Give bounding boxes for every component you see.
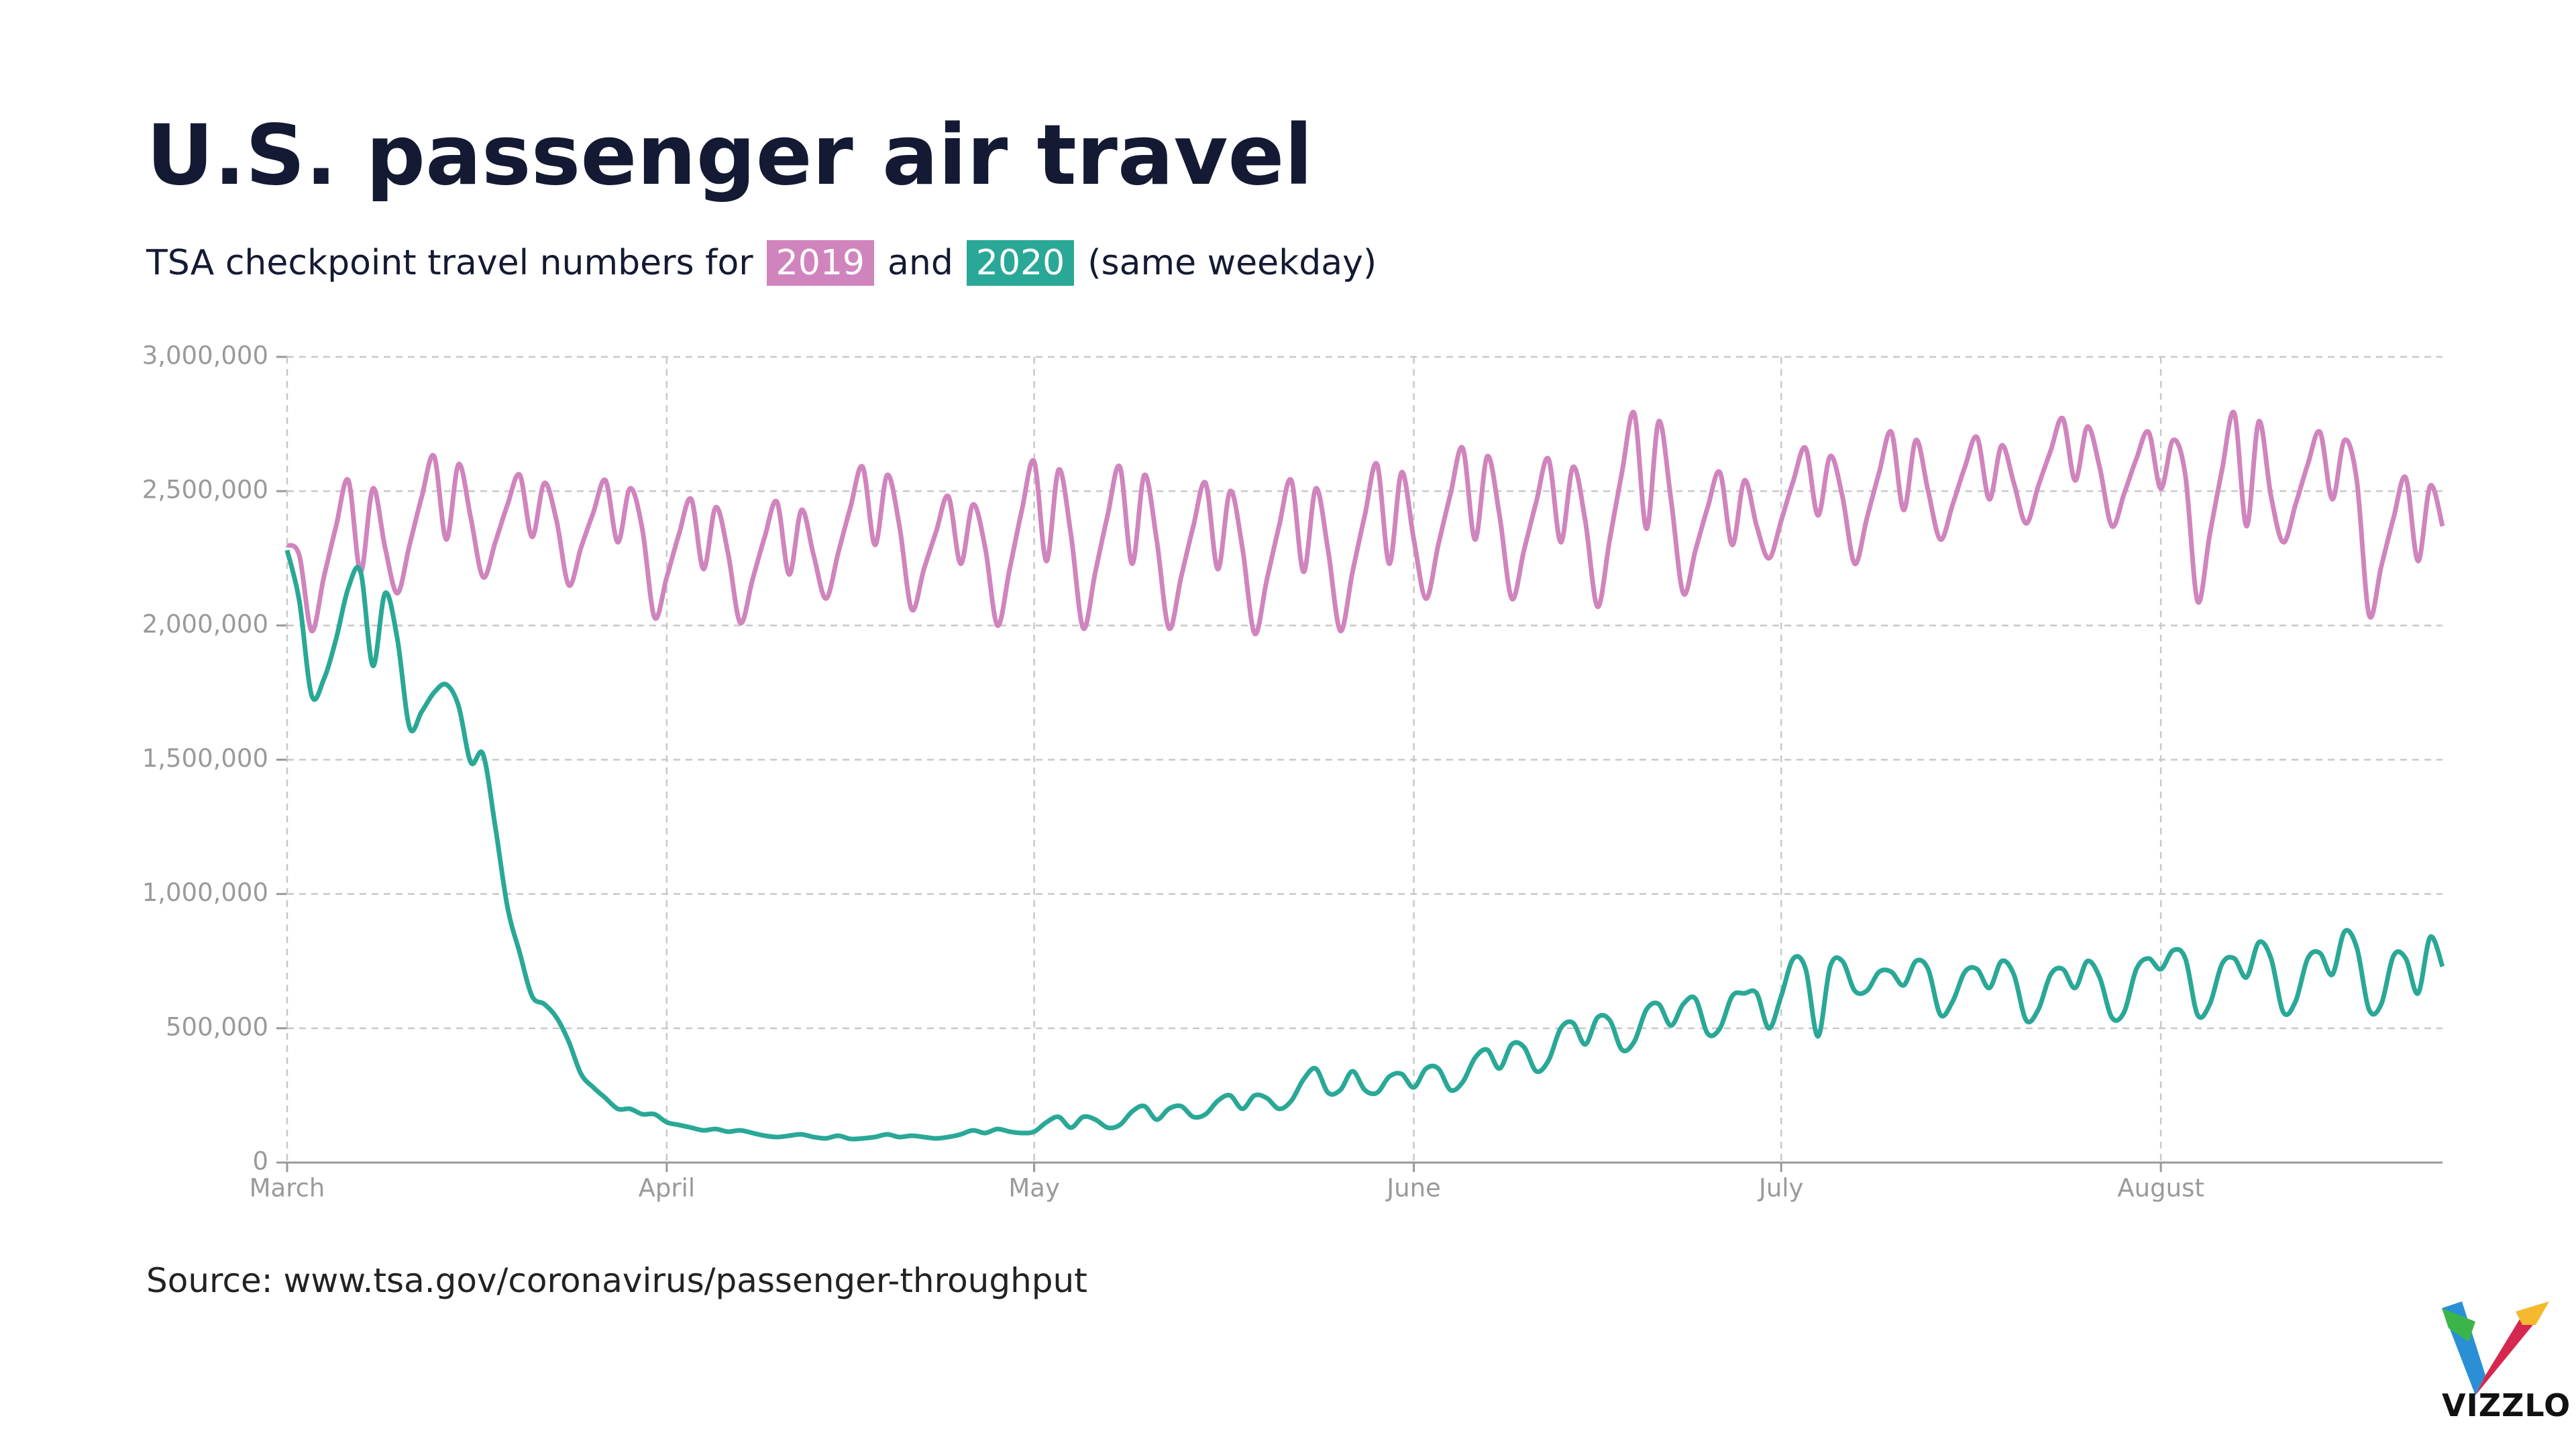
- y-tick-label: 2,000,000: [142, 610, 268, 639]
- x-tick-label: May: [1008, 1174, 1060, 1203]
- logo-shape: [2475, 1315, 2536, 1395]
- subtitle-text: TSA checkpoint travel numbers for: [146, 243, 753, 283]
- series-line: [285, 409, 2445, 637]
- y-tick-label: 0: [252, 1147, 268, 1176]
- series-line: [284, 549, 2445, 1142]
- y-tick-label: 3,000,000: [142, 341, 268, 370]
- logo-shape: [2442, 1308, 2475, 1342]
- x-tick-label: June: [1385, 1174, 1441, 1203]
- x-tick-label: August: [2117, 1174, 2204, 1203]
- subtitle-text: (same weekday): [1087, 243, 1377, 283]
- logo-shape: [2516, 1301, 2549, 1325]
- legend-entry: 2019: [766, 240, 875, 286]
- x-tick-label: July: [1758, 1174, 1804, 1203]
- y-tick-label: 500,000: [166, 1012, 268, 1041]
- chart-title: U.S. passenger air travel: [146, 107, 1313, 204]
- source-note: Source: www.tsa.gov/coronavirus/passenge…: [146, 1261, 1087, 1300]
- y-tick-label: 1,500,000: [142, 744, 268, 773]
- subtitle-text: and: [888, 243, 953, 283]
- x-tick-label: April: [639, 1174, 696, 1203]
- logo-mark: [2442, 1301, 2549, 1395]
- legend-entry: 2020: [966, 240, 1075, 286]
- chart-subtitle: TSA checkpoint travel numbers for 2019 a…: [146, 240, 1377, 286]
- y-tick-label: 1,000,000: [142, 878, 268, 907]
- x-tick-label: March: [250, 1174, 325, 1203]
- logo-text: VIZZLO: [2442, 1387, 2571, 1424]
- y-tick-label: 2,500,000: [142, 476, 268, 504]
